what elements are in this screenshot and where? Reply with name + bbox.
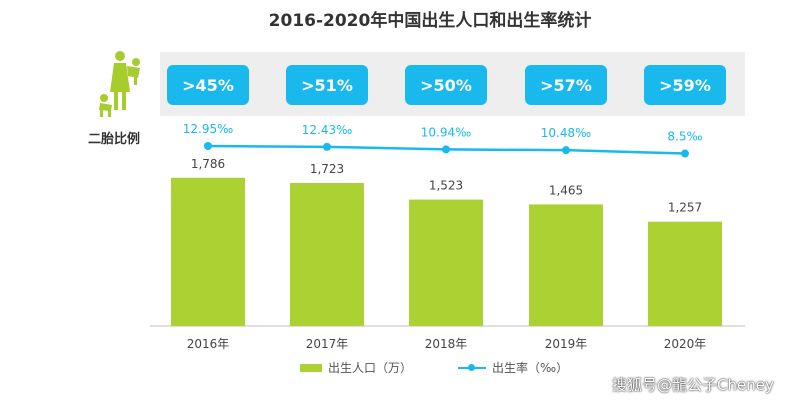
- parent-with-children-icon: [99, 51, 140, 117]
- birth-rate-point-3: [562, 146, 570, 155]
- bar-value-label-0: 1,786: [191, 157, 225, 171]
- legend-bar-swatch: [300, 363, 322, 372]
- birth-rate-label-2: 10.94‰: [421, 125, 471, 139]
- bar-value-label-2: 1,523: [429, 179, 463, 193]
- birth-rate-point-1: [323, 142, 331, 151]
- birth-rate-point-0: [204, 141, 212, 150]
- legend-bar-label: 出生人口（万）: [328, 361, 413, 375]
- bar-4: [648, 221, 722, 326]
- legend-bar: 出生人口（万）: [300, 359, 412, 376]
- category-label-2: 2018年: [425, 337, 468, 351]
- ratio-box-2018: >50%: [405, 65, 487, 105]
- bar-value-label-4: 1,257: [668, 201, 702, 215]
- birth-rate-label-4: 8.5‰: [667, 130, 702, 144]
- legend-line-swatch: [458, 363, 486, 373]
- category-label-0: 2016年: [187, 337, 230, 351]
- ratio-box-2019: >57%: [525, 65, 607, 105]
- birth-rate-point-4: [681, 149, 689, 158]
- category-label-3: 2019年: [545, 337, 588, 351]
- bar-value-label-3: 1,465: [549, 183, 583, 197]
- bar-value-label-1: 1,723: [310, 162, 344, 176]
- watermark: 搜狐号@龍公子Cheney: [612, 376, 774, 394]
- category-label-1: 2017年: [306, 337, 349, 351]
- category-label-4: 2020年: [664, 337, 707, 351]
- bar-2: [409, 199, 483, 326]
- birth-rate-label-0: 12.95‰: [183, 122, 233, 136]
- legend-line: 出生率（‰）: [458, 359, 568, 376]
- chart-title: 2016-2020年中国出生人口和出生率统计: [268, 11, 592, 31]
- bar-0: [171, 177, 245, 326]
- ratio-box-2020: >59%: [644, 65, 726, 105]
- family-icon: [94, 48, 154, 124]
- legend-line-label: 出生率（‰）: [492, 361, 569, 375]
- ratio-box-2017: >51%: [286, 65, 368, 105]
- bar-3: [529, 204, 603, 326]
- birth-rate-point-2: [442, 145, 450, 154]
- ratio-box-2016: >45%: [167, 65, 249, 105]
- bar-1: [290, 182, 364, 326]
- second-child-ratio-label: 二胎比例: [88, 132, 141, 147]
- birth-rate-label-1: 12.43‰: [302, 123, 352, 137]
- birth-rate-label-3: 10.48‰: [541, 126, 591, 140]
